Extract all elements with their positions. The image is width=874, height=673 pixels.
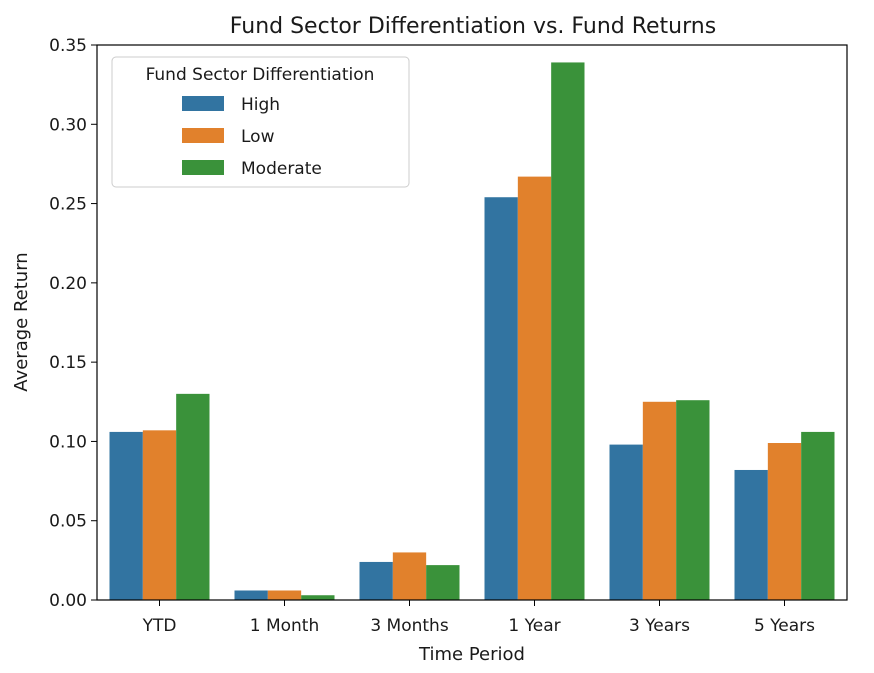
chart-title: Fund Sector Differentiation vs. Fund Ret… (230, 14, 716, 39)
y-tick-label: 0.20 (49, 274, 87, 294)
bar-low-1 (267, 590, 302, 600)
bar-high-4 (609, 444, 643, 600)
bar-moderate-2 (426, 565, 460, 600)
x-axis: YTD 1 Month 3 Months 1 Year 3 Years 5 Years (142, 600, 815, 636)
y-tick-label: 0.05 (49, 512, 87, 532)
x-tick-label: 1 Year (508, 616, 560, 636)
y-axis: 0.00 0.05 0.10 0.15 0.20 0.25 0.30 0.35 (49, 36, 97, 611)
x-tick-label: YTD (142, 616, 177, 636)
legend-label-low: Low (241, 127, 275, 147)
bar-high-0 (109, 431, 143, 600)
bar-moderate-1 (301, 595, 335, 600)
bar-moderate-5 (801, 431, 835, 600)
bar-high-5 (734, 469, 768, 600)
legend-swatch-low (182, 128, 224, 143)
legend-title: Fund Sector Differentiation (146, 65, 375, 85)
legend-label-moderate: Moderate (241, 159, 322, 179)
y-tick-label: 0.25 (49, 195, 87, 215)
bar-low-2 (392, 552, 427, 600)
bar-high-1 (234, 590, 268, 600)
legend-label-high: High (241, 95, 280, 115)
bar-low-5 (767, 443, 802, 600)
y-tick-label: 0.35 (49, 36, 87, 56)
bar-high-3 (484, 197, 518, 600)
plot-frame (96, 44, 848, 601)
bar-low-0 (142, 430, 177, 600)
x-tick-label: 5 Years (754, 616, 815, 636)
bar-high-2 (359, 561, 393, 600)
bar-moderate-0 (176, 393, 210, 600)
bar-low-4 (642, 401, 677, 600)
x-tick-label: 1 Month (250, 616, 320, 636)
bar-moderate-3 (551, 62, 585, 600)
legend-swatch-high (182, 96, 224, 111)
legend-swatch-moderate (182, 160, 224, 175)
y-tick-label: 0.30 (49, 115, 87, 135)
y-tick-label: 0.15 (49, 353, 87, 373)
y-tick-label: 0.00 (49, 591, 87, 611)
x-axis-label: Time Period (418, 644, 525, 665)
y-tick-label: 0.10 (49, 432, 87, 452)
bars-layer (109, 62, 835, 600)
x-tick-label: 3 Years (629, 616, 690, 636)
legend-box (111, 56, 410, 188)
y-axis-label: Average Return (11, 252, 32, 391)
legend: Fund Sector Differentiation High Low Moder… (111, 56, 410, 188)
bar-low-3 (517, 176, 552, 600)
x-tick-label: 3 Months (370, 616, 449, 636)
bar-moderate-4 (676, 400, 710, 600)
